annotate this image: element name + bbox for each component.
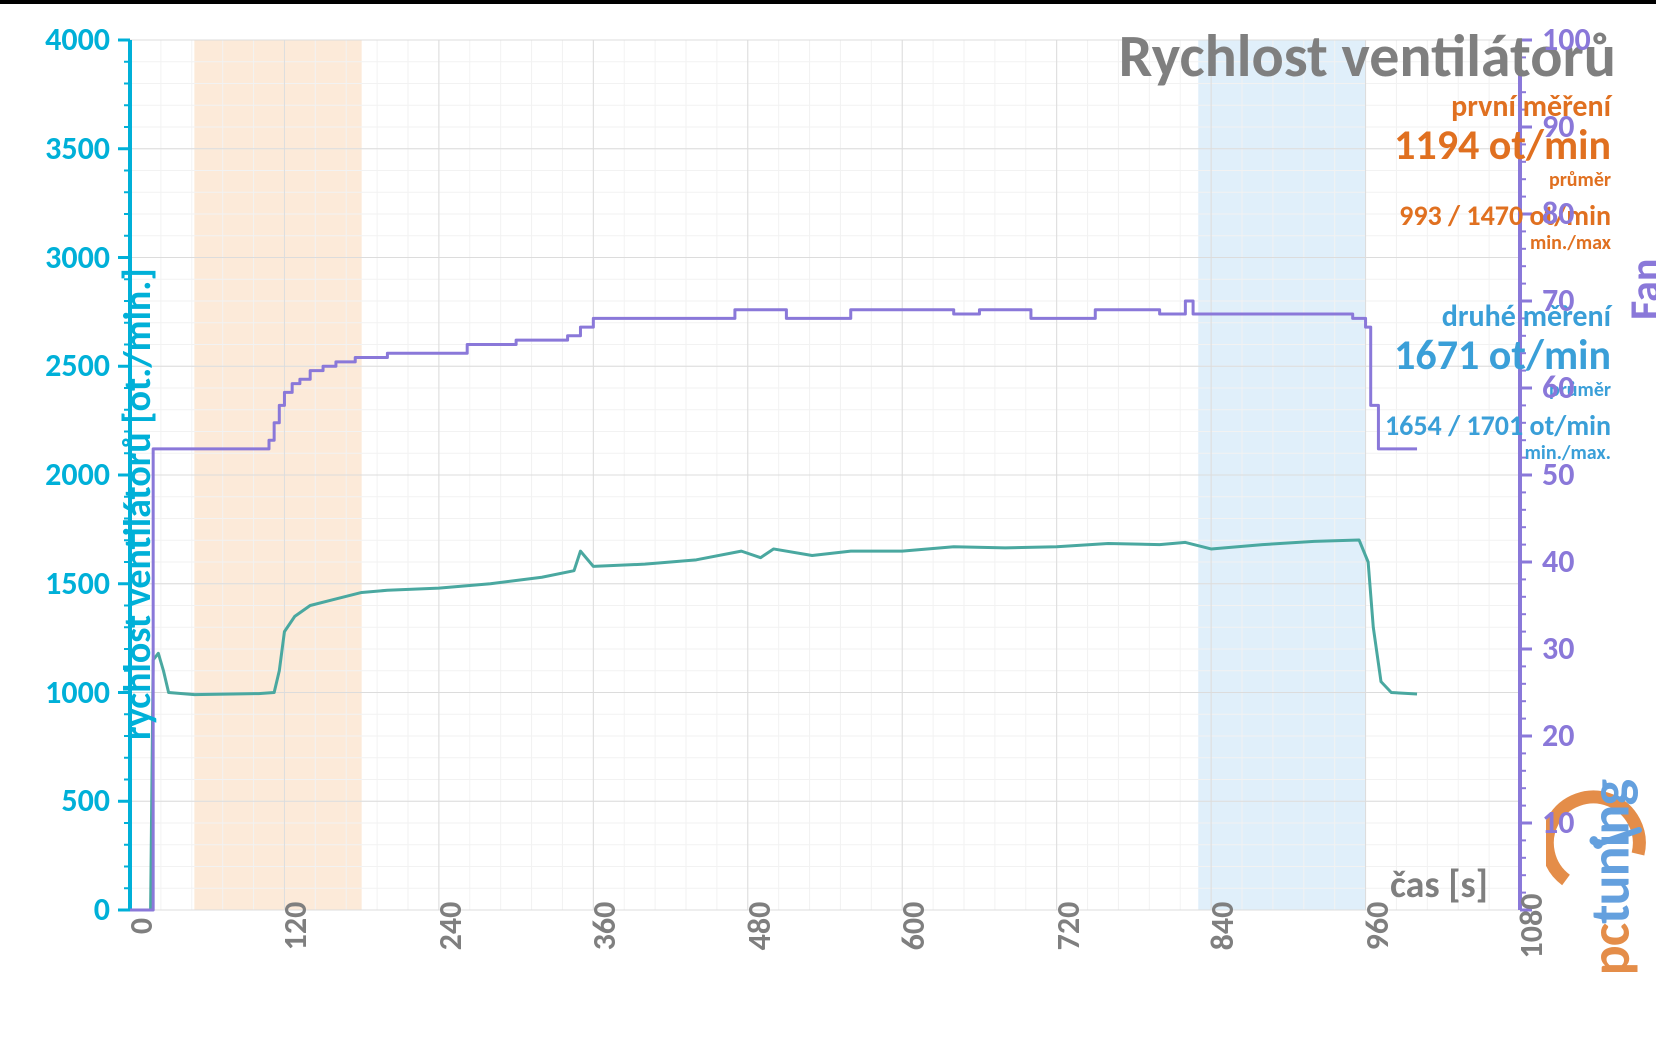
chart-plot-area xyxy=(130,40,1520,910)
stats-m2: druhé měření 1671 ot/min průměr 1654 / 1… xyxy=(1385,300,1611,464)
tick-label: 40 xyxy=(1542,542,1574,581)
stats-m1-minmax: 993 / 1470 ot/min xyxy=(1394,201,1611,232)
tick-label: 0 xyxy=(94,890,110,929)
tick-label: 600 xyxy=(894,902,933,951)
y-left-axis-label: rychlost ventilátorů [ot./min.] xyxy=(115,268,161,740)
chart-svg xyxy=(130,40,1520,910)
tick-label: 60 xyxy=(1542,368,1574,407)
tick-label: 10 xyxy=(1542,803,1574,842)
tick-label: 90 xyxy=(1542,107,1574,146)
tick-label: 1500 xyxy=(45,564,110,603)
tick-label: 240 xyxy=(431,902,470,951)
stats-m1-avg-sub: průměr xyxy=(1394,169,1611,191)
stats-m1-header: první měření xyxy=(1394,90,1611,123)
tick-label: 80 xyxy=(1542,194,1574,233)
tick-label: 20 xyxy=(1542,716,1574,755)
tick-label: 360 xyxy=(585,902,624,951)
tick-label: 480 xyxy=(740,902,779,951)
tick-label: 2000 xyxy=(45,455,110,494)
tick-label: 960 xyxy=(1358,902,1397,951)
tick-label: 2500 xyxy=(45,346,110,385)
tick-label: 500 xyxy=(61,781,110,820)
tick-label: 1080 xyxy=(1512,894,1551,959)
stats-m1: první měření 1194 ot/min průměr 993 / 14… xyxy=(1394,90,1611,254)
tick-label: 840 xyxy=(1203,902,1242,951)
x-axis-label: čas [s] xyxy=(1390,862,1488,908)
stats-m2-avg-sub: průměr xyxy=(1385,379,1611,401)
tick-label: 50 xyxy=(1542,455,1574,494)
tick-label: 3500 xyxy=(45,129,110,168)
stats-m2-header: druhé měření xyxy=(1385,300,1611,333)
tick-label: 0 xyxy=(122,918,161,934)
tick-label: 100 xyxy=(1542,20,1591,59)
stats-m1-minmax-sub: min./max xyxy=(1394,232,1611,254)
logo-pc: pc xyxy=(1576,924,1644,975)
tick-label: 720 xyxy=(1049,902,1088,951)
tick-label: 30 xyxy=(1542,629,1574,668)
tick-label: 120 xyxy=(276,902,315,951)
stats-m2-minmax: 1654 / 1701 ot/min xyxy=(1385,411,1611,442)
tick-label: 70 xyxy=(1542,281,1574,320)
logo-tuning: tuning xyxy=(1576,780,1644,924)
tick-label: 1000 xyxy=(45,673,110,712)
stats-m2-avg: 1671 ot/min xyxy=(1385,333,1611,379)
stats-m2-minmax-sub: min./max. xyxy=(1385,442,1611,464)
tick-label: 3000 xyxy=(45,238,110,277)
y-right-axis-label: Fan speed [%] xyxy=(1620,292,1656,320)
stats-m1-avg: 1194 ot/min xyxy=(1394,123,1611,169)
tick-label: 4000 xyxy=(45,20,110,59)
